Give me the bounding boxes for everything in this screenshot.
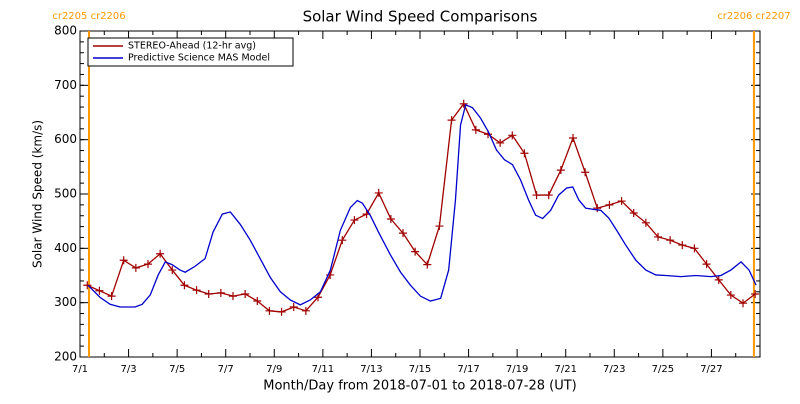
legend-label: STEREO-Ahead (12-hr avg) bbox=[128, 41, 256, 52]
x-tick-label: 7/15 bbox=[409, 364, 431, 375]
y-tick-label: 600 bbox=[54, 132, 77, 146]
x-tick-label: 7/9 bbox=[266, 364, 282, 375]
point-marker bbox=[95, 286, 104, 295]
point-marker bbox=[714, 275, 723, 284]
point-marker bbox=[241, 289, 250, 298]
point-marker bbox=[532, 191, 541, 200]
point-marker bbox=[447, 116, 456, 125]
plot-frame bbox=[79, 30, 761, 358]
point-marker bbox=[739, 299, 747, 308]
y-tick-label: 200 bbox=[54, 350, 77, 364]
legend-label: Predictive Science MAS Model bbox=[128, 53, 270, 64]
point-marker bbox=[435, 222, 444, 231]
x-tick-label: 7/25 bbox=[652, 364, 674, 375]
point-marker bbox=[617, 197, 626, 206]
x-axis-label: Month/Day from 2018-07-01 to 2018-07-28 … bbox=[263, 379, 576, 394]
point-marker bbox=[654, 232, 662, 241]
point-marker bbox=[629, 209, 638, 218]
point-marker bbox=[751, 289, 760, 298]
x-tick-label: 7/23 bbox=[603, 364, 625, 375]
point-marker bbox=[229, 292, 237, 301]
point-marker bbox=[216, 288, 225, 297]
point-marker bbox=[702, 260, 711, 269]
point-marker bbox=[265, 306, 274, 315]
point-marker bbox=[726, 291, 735, 300]
point-marker bbox=[338, 236, 347, 245]
point-marker bbox=[119, 256, 128, 265]
rotation-label: cr2206 cr2207 bbox=[717, 11, 790, 22]
point-marker bbox=[581, 168, 590, 177]
series-line bbox=[87, 104, 757, 308]
point-marker bbox=[496, 138, 505, 147]
point-marker bbox=[156, 249, 165, 258]
point-marker bbox=[192, 286, 201, 295]
x-tick-label: 7/7 bbox=[218, 364, 234, 375]
point-marker bbox=[144, 260, 152, 269]
point-marker bbox=[374, 188, 383, 197]
x-tick-label: 7/27 bbox=[700, 364, 722, 375]
point-marker bbox=[168, 266, 177, 275]
chart-title: Solar Wind Speed Comparisons bbox=[303, 8, 538, 26]
y-tick-label: 300 bbox=[54, 295, 77, 309]
point-marker bbox=[277, 307, 286, 316]
point-marker bbox=[399, 229, 407, 238]
x-tick-label: 7/3 bbox=[121, 364, 137, 375]
point-marker bbox=[423, 260, 432, 269]
x-tick-label: 7/13 bbox=[360, 364, 382, 375]
point-marker bbox=[289, 303, 298, 312]
series-line bbox=[87, 102, 756, 313]
point-marker bbox=[459, 99, 468, 108]
y-tick-label: 500 bbox=[54, 187, 77, 201]
point-marker bbox=[569, 134, 577, 143]
x-tick-label: 7/19 bbox=[506, 364, 528, 375]
point-marker bbox=[204, 289, 213, 298]
point-marker bbox=[253, 297, 262, 306]
point-marker bbox=[666, 236, 675, 245]
point-marker bbox=[605, 200, 614, 209]
x-tick-label: 7/21 bbox=[554, 364, 576, 375]
point-marker bbox=[678, 241, 687, 250]
point-marker bbox=[411, 247, 420, 256]
y-tick-label: 400 bbox=[54, 241, 77, 255]
x-tick-label: 7/1 bbox=[72, 364, 88, 375]
point-marker bbox=[180, 281, 189, 290]
y-tick-label: 700 bbox=[54, 78, 77, 92]
point-marker bbox=[544, 191, 553, 200]
x-tick-label: 7/17 bbox=[457, 364, 479, 375]
point-marker bbox=[386, 214, 395, 223]
point-marker bbox=[301, 306, 310, 315]
point-marker bbox=[83, 281, 92, 290]
y-axis-label: Solar Wind Speed (km/s) bbox=[31, 120, 45, 268]
y-tick-label: 800 bbox=[54, 24, 77, 38]
point-marker bbox=[520, 149, 529, 158]
legend-box bbox=[87, 37, 294, 67]
x-tick-label: 7/5 bbox=[169, 364, 185, 375]
point-marker bbox=[471, 125, 480, 134]
point-marker bbox=[556, 166, 565, 175]
point-marker bbox=[690, 244, 699, 253]
x-tick-label: 7/11 bbox=[312, 364, 334, 375]
point-marker bbox=[641, 218, 650, 227]
point-marker bbox=[508, 131, 517, 140]
point-marker bbox=[107, 292, 116, 301]
rotation-label: cr2205 cr2206 bbox=[52, 11, 125, 22]
point-marker bbox=[350, 216, 359, 225]
point-marker bbox=[131, 263, 140, 272]
point-marker bbox=[593, 204, 602, 213]
